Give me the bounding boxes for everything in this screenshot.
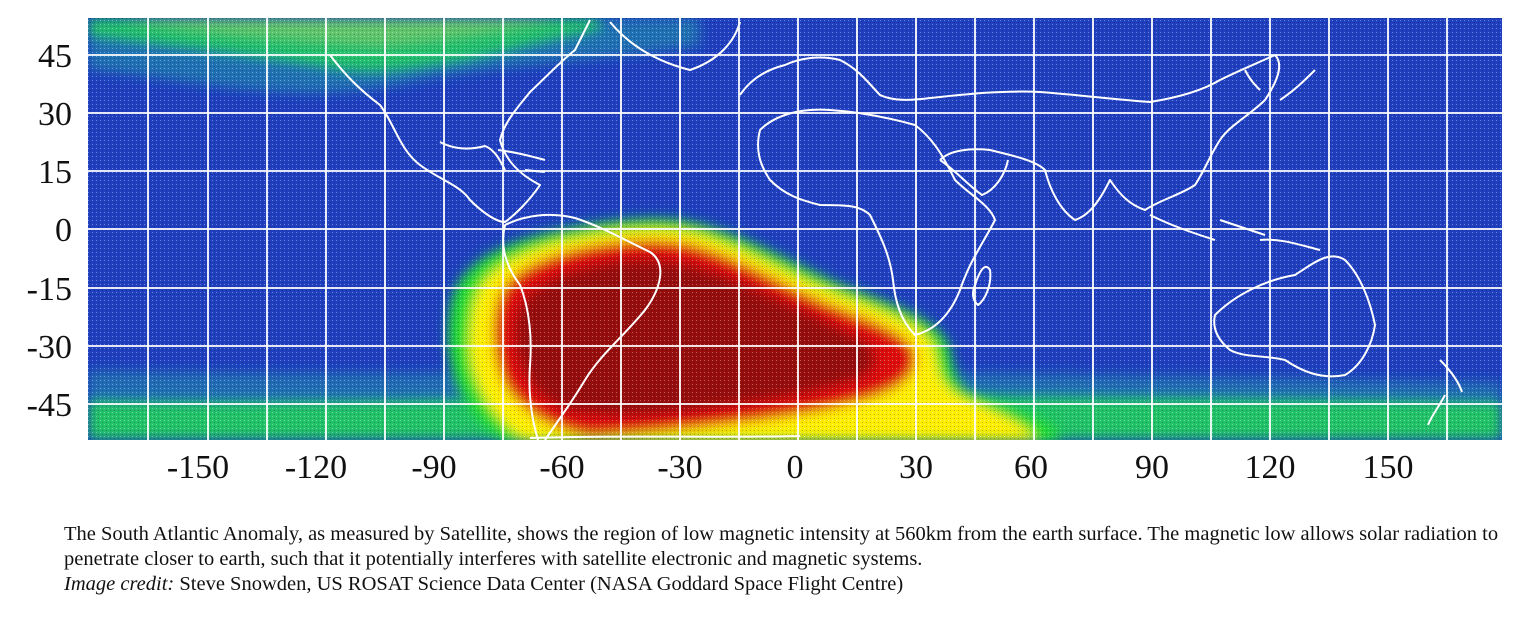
lat-tick-label: 15 (38, 154, 72, 191)
caption-text: The South Atlantic Anomaly, as measured … (64, 523, 1499, 570)
lon-tick-label: -90 (411, 449, 457, 486)
lon-tick-label: -60 (539, 449, 585, 486)
credit-label: Image credit: (64, 573, 175, 595)
anomaly-map (88, 18, 1502, 440)
lat-tick-label: -45 (26, 387, 72, 424)
lat-tick-label: -15 (26, 271, 72, 308)
lon-tick-label: 120 (1244, 449, 1296, 486)
lat-tick-label: 0 (55, 212, 72, 249)
lon-tick-label: 90 (1135, 449, 1169, 486)
lon-tick-label: 150 (1362, 449, 1414, 486)
figure-caption: The South Atlantic Anomaly, as measured … (64, 522, 1524, 597)
coast-north-america (329, 19, 591, 223)
coastlines (329, 19, 1463, 440)
lat-tick-label: 45 (38, 38, 72, 75)
lon-tick-label: 60 (1014, 449, 1048, 486)
coast-asia (929, 54, 1281, 221)
coast-europe (739, 56, 931, 101)
coast-greenland (609, 21, 741, 71)
lon-tick-label: 0 (786, 449, 804, 486)
coast-north-america-gulf (439, 141, 506, 171)
coast-australia (1213, 255, 1376, 378)
lon-tick-label: -30 (657, 449, 703, 486)
lon-tick-label: -120 (284, 449, 348, 486)
graticule (88, 18, 1502, 440)
credit-text: Steve Snowden, US ROSAT Science Data Cen… (174, 573, 904, 595)
coast-new-zealand (1427, 359, 1463, 426)
coast-africa (757, 108, 996, 336)
coast-madagascar (972, 265, 992, 306)
lat-tick-label: 30 (38, 96, 72, 133)
image-credit: Image credit: Steve Snowden, US ROSAT Sc… (64, 572, 1524, 597)
coast-japan (1244, 69, 1316, 101)
lon-tick-label: -150 (166, 449, 230, 486)
lat-tick-label: -30 (26, 329, 72, 366)
coast-antarctic (529, 435, 801, 439)
coast-arabia (939, 159, 1009, 196)
lon-tick-label: 30 (899, 449, 933, 486)
